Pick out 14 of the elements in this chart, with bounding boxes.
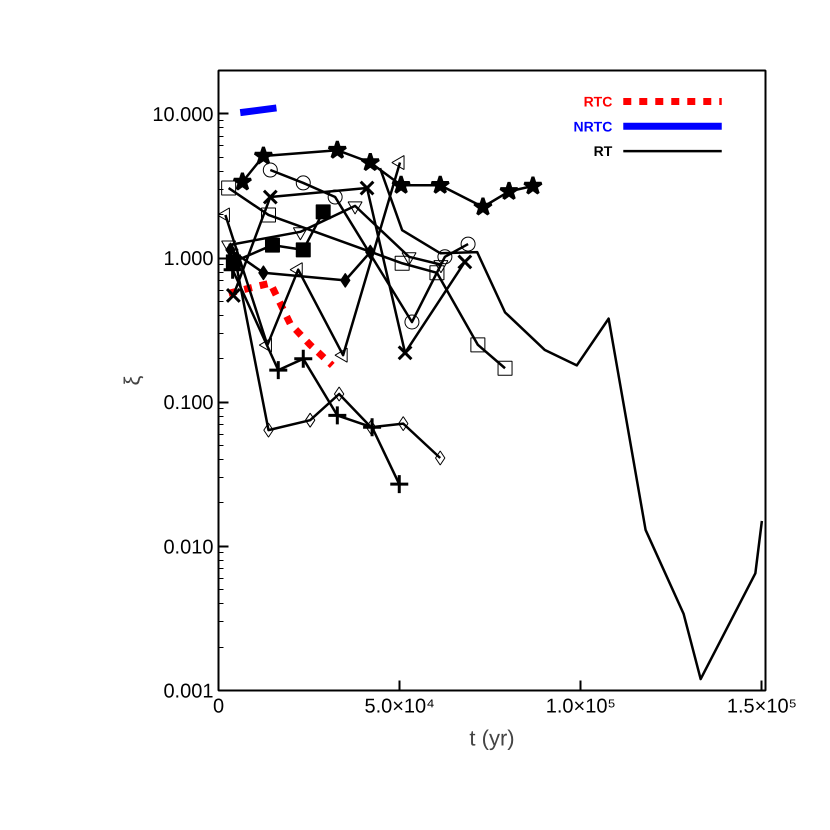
y-tick-label: 0.100 xyxy=(163,392,214,414)
y-axis-title: ξ xyxy=(119,375,144,386)
text: RTC xyxy=(584,94,612,110)
y-tick-label: 1.000 xyxy=(163,248,214,270)
text: NRTC xyxy=(573,118,612,134)
x-tick-label: 0 xyxy=(212,696,224,718)
x-axis-title: t (yr) xyxy=(469,726,515,750)
y-tick-label: 0.010 xyxy=(163,536,214,558)
text: RT xyxy=(594,143,613,160)
x-tick-label: 1.5×10⁵ xyxy=(726,696,797,718)
y-tick-label: 10.000 xyxy=(152,104,214,126)
x-tick-label: 5.0×10⁴ xyxy=(364,696,435,718)
y-tick-label: 0.001 xyxy=(163,680,214,702)
x-tick-label: 1.0×10⁵ xyxy=(546,696,616,718)
